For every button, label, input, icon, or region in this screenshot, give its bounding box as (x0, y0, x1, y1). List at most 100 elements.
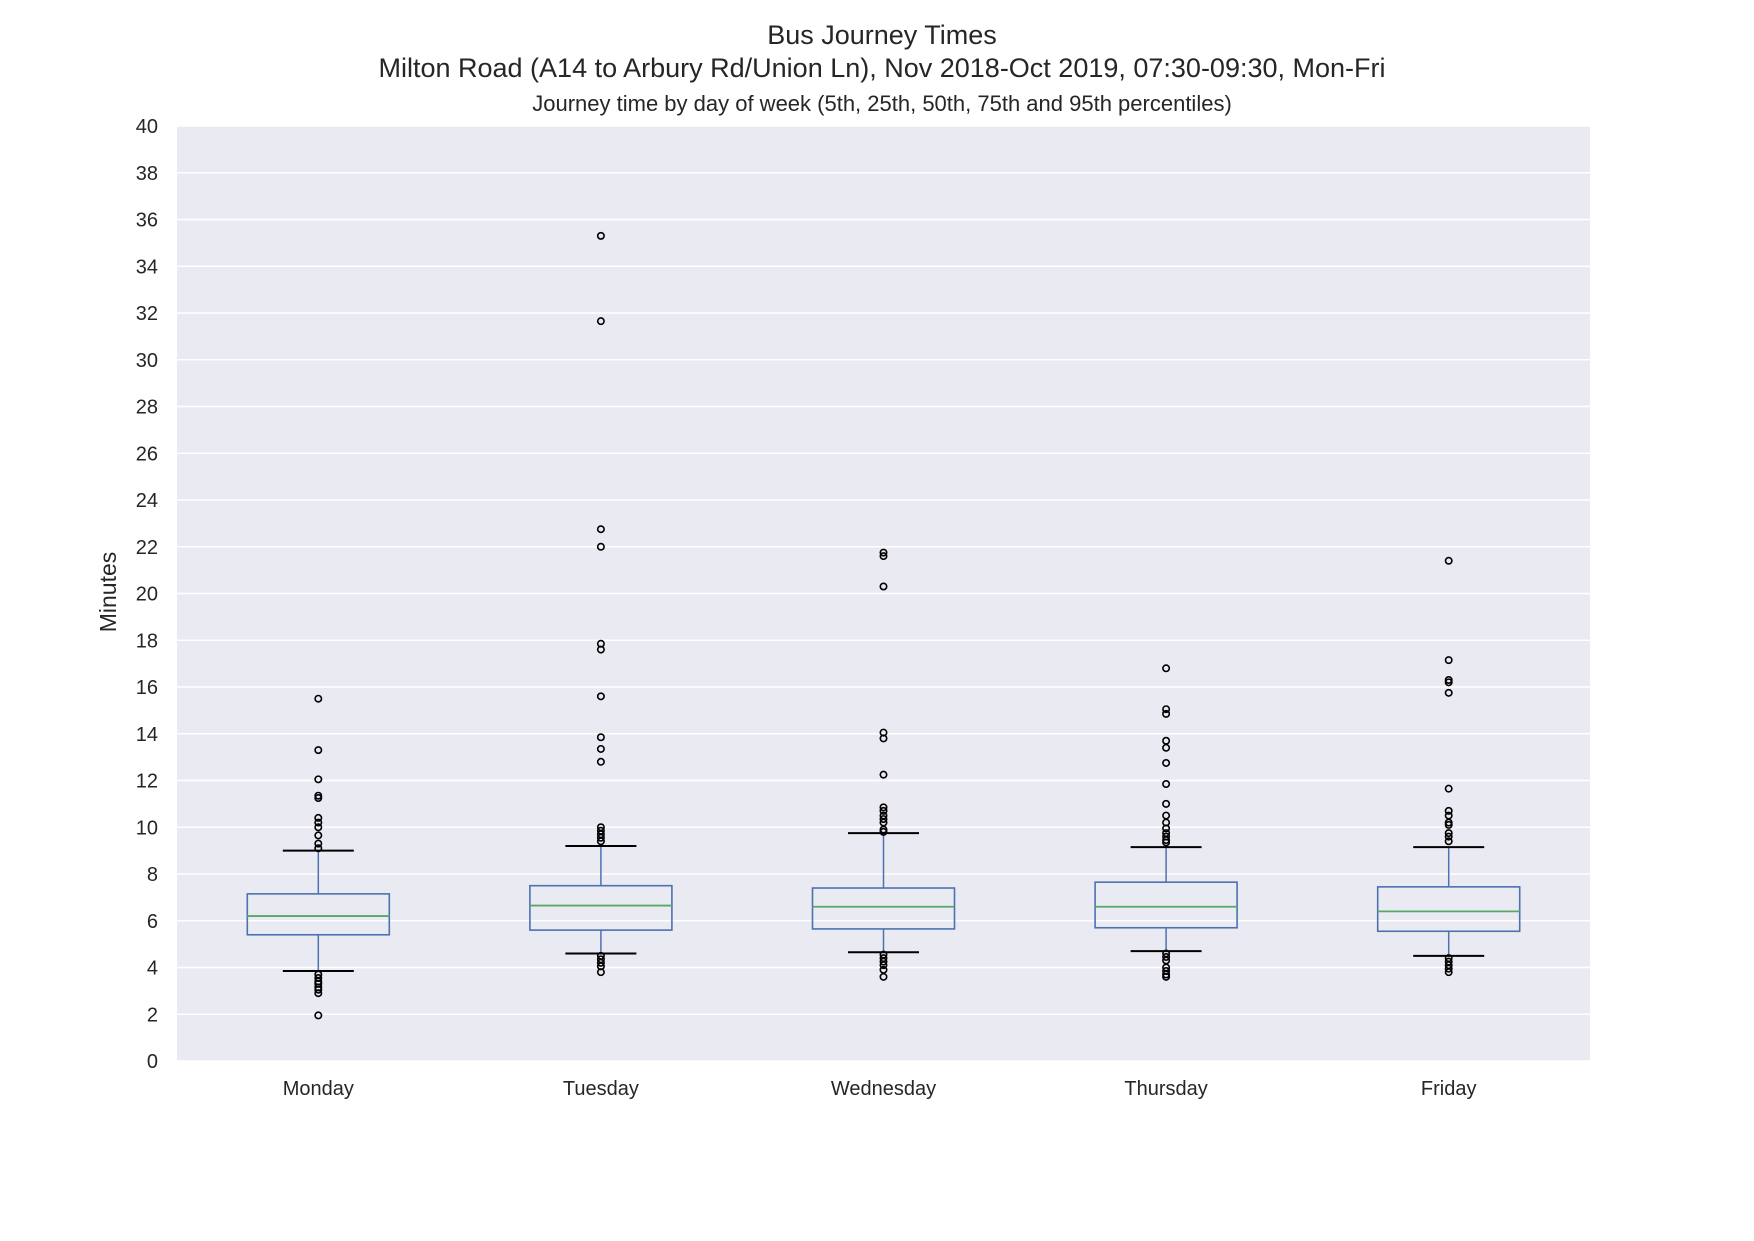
box-iqr (529, 884, 673, 931)
outlier-point (1162, 838, 1171, 847)
outlier-point (596, 733, 605, 742)
outlier-point (1444, 678, 1453, 687)
y-tick-label: 16 (136, 677, 158, 699)
outlier-point (879, 734, 888, 743)
outlier-point (596, 645, 605, 654)
outlier-point (314, 844, 323, 853)
outlier-point (1162, 705, 1171, 714)
y-tick-label: 26 (136, 443, 158, 465)
outlier-point (1162, 952, 1171, 961)
outlier-point (879, 827, 888, 836)
outlier-point (1444, 832, 1453, 841)
box-wednesday (811, 548, 956, 981)
box-friday (1376, 556, 1521, 977)
outlier-point (314, 818, 323, 827)
y-tick-label: 14 (136, 724, 158, 746)
x-tick-label: Tuesday (563, 1078, 639, 1100)
outlier-point (1444, 688, 1453, 697)
chart-title: Bus Journey Times (767, 20, 997, 50)
y-tick-label: 18 (136, 630, 158, 652)
box-iqr (1094, 881, 1238, 929)
outlier-point (1444, 656, 1453, 665)
outlier-point (1162, 972, 1171, 981)
gridlines (177, 125, 1590, 1062)
outlier-point (1162, 799, 1171, 808)
y-tick-label: 20 (136, 584, 158, 606)
outlier-point (1444, 829, 1453, 838)
outlier-point (596, 744, 605, 753)
box-monday (246, 694, 391, 1020)
y-tick-label: 34 (136, 256, 158, 278)
box-iqr (811, 887, 956, 930)
outlier-point (1444, 556, 1453, 565)
y-tick-label: 32 (136, 303, 158, 325)
x-tick-label: Friday (1421, 1078, 1477, 1100)
box-thursday (1094, 664, 1238, 981)
outlier-point (1444, 806, 1453, 815)
x-tick-label: Monday (283, 1078, 354, 1100)
outlier-point (314, 746, 323, 755)
outlier-point (1162, 758, 1171, 767)
y-tick-label: 10 (136, 817, 158, 839)
outlier-point (879, 957, 888, 966)
y-tick-label: 6 (147, 911, 158, 933)
outlier-point (1162, 824, 1171, 833)
outlier-point (596, 317, 605, 326)
outlier-point (596, 692, 605, 701)
outlier-point (596, 231, 605, 240)
outlier-point (314, 813, 323, 822)
y-tick-label: 2 (147, 1004, 158, 1026)
outlier-point (314, 694, 323, 703)
outlier-point (596, 525, 605, 534)
outlier-point (879, 582, 888, 591)
y-tick-label: 30 (136, 350, 158, 372)
outlier-point (1162, 664, 1171, 673)
outlier-point (314, 831, 323, 840)
y-axis-label: Minutes (95, 552, 121, 633)
y-tick-label: 38 (136, 163, 158, 185)
box-series (246, 231, 1521, 1020)
y-tick-label: 12 (136, 771, 158, 793)
y-tick-label: 0 (147, 1051, 158, 1073)
x-tick-label: Thursday (1124, 1078, 1207, 1100)
outlier-point (314, 985, 323, 994)
outlier-point (879, 548, 888, 557)
outlier-point (879, 770, 888, 779)
outlier-point (1444, 820, 1453, 829)
outlier-point (314, 1011, 323, 1020)
chart-subtitle: Milton Road (A14 to Arbury Rd/Union Ln),… (378, 53, 1385, 83)
outlier-point (879, 806, 888, 815)
outlier-point (596, 757, 605, 766)
y-tick-label: 24 (136, 490, 158, 512)
outlier-point (596, 542, 605, 551)
outlier-point (879, 961, 888, 970)
outlier-point (1444, 964, 1453, 973)
outlier-point (314, 823, 323, 832)
outlier-point (1162, 743, 1171, 752)
x-tick-labels: Monday Tuesday Wednesday Thursday Friday (283, 1078, 1477, 1100)
outlier-point (1162, 780, 1171, 789)
outlier-point (1444, 784, 1453, 793)
outlier-point (596, 833, 605, 842)
outlier-point (879, 972, 888, 981)
outlier-point (1162, 709, 1171, 718)
y-tick-label: 22 (136, 537, 158, 559)
y-tick-label: 4 (147, 958, 158, 980)
box-iqr (1376, 886, 1521, 933)
box-iqr (246, 893, 391, 936)
outlier-point (879, 815, 888, 824)
outlier-point (314, 775, 323, 784)
outlier-point (314, 989, 323, 998)
chart-caption: Journey time by day of week (5th, 25th, … (532, 91, 1232, 116)
box-tuesday (529, 231, 673, 977)
outlier-point (596, 968, 605, 977)
outlier-point (879, 803, 888, 812)
y-tick-label: 8 (147, 864, 158, 886)
outlier-point (1444, 837, 1453, 846)
outlier-point (1444, 968, 1453, 977)
outlier-point (314, 839, 323, 848)
outlier-point (596, 958, 605, 967)
